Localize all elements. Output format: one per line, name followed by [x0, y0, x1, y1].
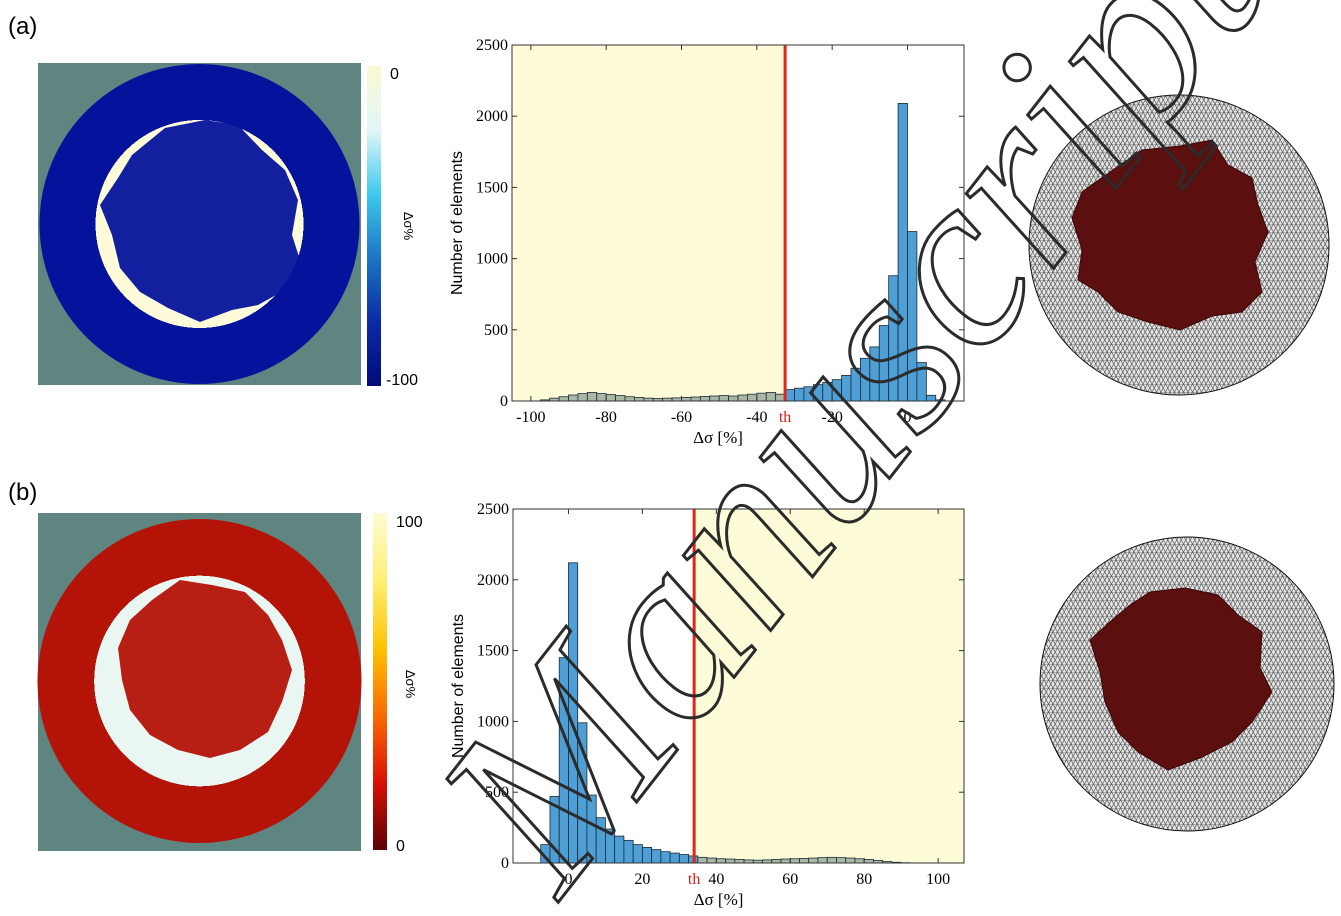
histogram-bar: [678, 854, 689, 864]
panel-a-map: [38, 63, 361, 385]
y-tick-label: 500: [485, 784, 509, 801]
panel-b-colorbar-min: 0: [396, 838, 405, 855]
plot-frame: [511, 44, 965, 402]
histogram-bar: [725, 858, 736, 864]
histogram-bar: [706, 857, 717, 864]
histogram-bar: [669, 852, 680, 864]
x-axis-label: Δσ [%]: [694, 890, 744, 909]
histogram-bar: [605, 394, 616, 402]
x-tick-label: -100: [516, 409, 545, 426]
histogram-bar: [624, 396, 635, 402]
histogram-bar: [697, 856, 708, 864]
histogram-bar: [808, 857, 819, 864]
panel-a-colorbar-label: Δσ%: [401, 212, 416, 241]
panel-a-map-core: [100, 120, 300, 322]
panel-b-histogram: 0 500 1000 1500 2000 2500 0 20 40 60 80 100 th Δσ [%]…: [450, 501, 965, 909]
panel-b-mesh: [1039, 536, 1335, 832]
histogram-bar: [789, 858, 800, 864]
panel-a-mesh: [1028, 94, 1330, 396]
panel-b-colorbar-max: 100: [396, 514, 423, 531]
threshold-label: th: [688, 871, 700, 888]
panel-b-label: (b): [8, 479, 37, 506]
y-tick-label: 2500: [477, 501, 509, 518]
histogram-bar: [734, 859, 745, 864]
y-tick-label: 1500: [476, 179, 508, 196]
y-tick-label: 1500: [477, 643, 509, 660]
x-tick-label: -40: [746, 409, 767, 426]
panel-a-colorbar-min: -100: [386, 372, 418, 389]
histogram-bar: [845, 857, 856, 864]
y-tick-label: 2000: [476, 108, 508, 125]
histogram-bar: [780, 858, 791, 864]
panel-a: (a) 0 -100 Δσ% 0 500 1000 1500 2000 2500 -100 -…: [8, 13, 1330, 447]
histogram-bar: [634, 397, 645, 402]
x-tick-label: -80: [596, 409, 617, 426]
panel-a-label: (a): [8, 13, 37, 40]
y-tick-label: 2500: [476, 37, 508, 54]
panel-b-colorbar-label: Δσ%: [403, 670, 418, 699]
y-tick-label: 0: [501, 855, 509, 872]
histogram-bar: [586, 392, 598, 402]
x-tick-label: 0: [564, 871, 572, 888]
x-tick-label: 100: [926, 871, 950, 888]
panel-a-histogram: 0 500 1000 1500 2000 2500 -100 -80 -60 -40 -20 0 th Δ…: [449, 37, 965, 447]
panel-b-colorbar-gradient: [373, 513, 387, 850]
histogram-bar: [577, 393, 588, 402]
panel-b-colorbar: 100 0 Δσ%: [373, 513, 423, 855]
panel-a-colorbar-gradient: [367, 66, 381, 386]
x-tick-label: -60: [671, 409, 692, 426]
panel-a-colorbar-max: 0: [390, 66, 399, 83]
x-tick-label: -20: [822, 409, 843, 426]
histogram-bar: [771, 859, 782, 864]
histogram-bar: [558, 396, 569, 402]
x-tick-label: 40: [708, 871, 724, 888]
x-tick-label: 0: [904, 409, 912, 426]
x-tick-label: 60: [782, 871, 798, 888]
panel-b-map-core: [118, 580, 292, 758]
threshold-label: th: [779, 409, 791, 426]
highlight-region: [694, 509, 964, 863]
x-tick-label: 20: [634, 871, 650, 888]
panel-a-colorbar: 0 -100 Δσ%: [367, 66, 418, 389]
histogram-bar: [568, 394, 579, 402]
plot-frame: [512, 508, 965, 864]
histogram-bar: [817, 857, 828, 864]
x-axis-label: Δσ [%]: [693, 428, 743, 447]
histogram-bar: [854, 858, 865, 864]
histogram-bar: [799, 858, 810, 864]
y-tick-label: 500: [484, 322, 508, 339]
histogram-bar: [836, 857, 847, 864]
panel-b-mesh-region: [1089, 587, 1273, 771]
y-tick-label: 1000: [477, 713, 509, 730]
y-tick-label: 1000: [476, 251, 508, 268]
histogram-bar: [715, 858, 726, 864]
y-tick-label: 2000: [477, 572, 509, 589]
y-axis-label: Number of elements: [450, 614, 467, 758]
y-tick-label: 0: [500, 393, 508, 410]
histogram-bar: [596, 393, 607, 402]
highlight-region: [512, 45, 786, 401]
x-tick-label: 80: [856, 871, 872, 888]
histogram-bar: [826, 856, 837, 864]
histogram-bar: [863, 859, 874, 864]
histogram-bar: [615, 395, 626, 402]
panel-a-mesh-region: [1071, 139, 1269, 331]
panel-b-map: [37, 513, 362, 851]
y-axis-label: Number of elements: [449, 151, 466, 295]
